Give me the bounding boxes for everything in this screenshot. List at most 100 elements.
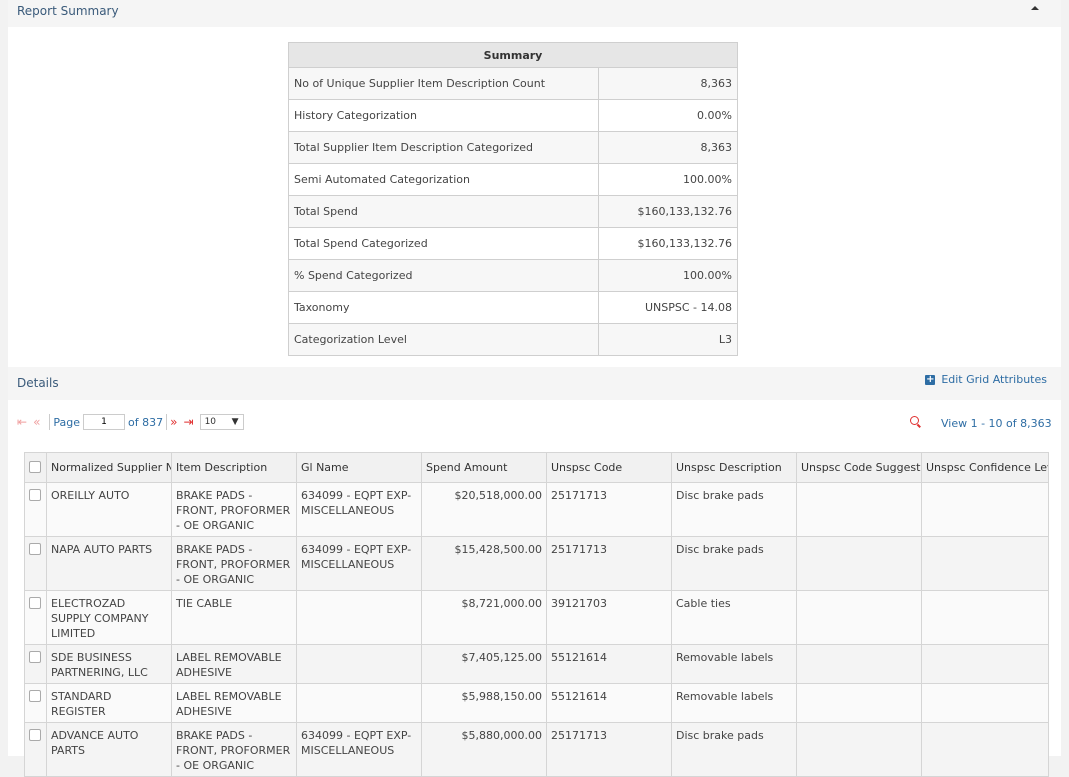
column-header[interactable]: Unspsc Confidence Lev	[921, 452, 1049, 483]
unspsc-code-cell: 55121614	[546, 683, 672, 723]
first-page-icon[interactable]: ⇤	[17, 415, 28, 429]
row-checkbox[interactable]	[29, 690, 41, 702]
summary-row: Total Spend $160,133,132.76	[288, 195, 738, 228]
spend-amount-cell: $5,880,000.00	[421, 722, 547, 777]
row-select-cell	[24, 536, 47, 591]
select-all-checkbox[interactable]	[29, 460, 41, 473]
summary-row: Semi Automated Categorization 100.00%	[288, 163, 738, 196]
summary-row: No of Unique Supplier Item Description C…	[288, 67, 738, 100]
column-header[interactable]: Spend Amount	[421, 452, 547, 483]
gl-name-cell	[296, 683, 422, 723]
table-row[interactable]: OREILLY AUTO BRAKE PADS - FRONT, PROFORM…	[24, 482, 1049, 537]
summary-row: % Spend Categorized 100.00%	[288, 259, 738, 292]
unspsc-confidence-cell	[921, 644, 1049, 684]
unspsc-code-cell: 25171713	[546, 482, 672, 537]
unspsc-confidence-cell	[921, 482, 1049, 537]
summary-label: Total Supplier Item Description Categori…	[288, 131, 599, 164]
unspsc-suggestion-cell	[796, 482, 922, 537]
report-summary-header[interactable]: Report Summary	[8, 0, 1061, 27]
unspsc-confidence-cell	[921, 722, 1049, 777]
row-checkbox[interactable]	[29, 543, 41, 555]
supplier-cell: OREILLY AUTO	[46, 482, 172, 537]
pager-divider	[49, 414, 51, 430]
unspsc-suggestion-cell	[796, 722, 922, 777]
row-select-cell	[24, 644, 47, 684]
spend-amount-cell: $7,405,125.00	[421, 644, 547, 684]
page-label: Page	[53, 415, 81, 429]
edit-grid-attributes-button[interactable]: + Edit Grid Attributes	[925, 373, 1047, 386]
summary-row: Categorization Level L3	[288, 323, 738, 356]
column-header[interactable]: Normalized Supplier N	[46, 452, 172, 483]
plus-square-icon: +	[925, 373, 936, 385]
unspsc-suggestion-cell	[796, 644, 922, 684]
select-all-cell	[24, 452, 47, 483]
item-description-cell: LABEL REMOVABLE ADHESIVE	[171, 644, 297, 684]
gl-name-cell	[296, 590, 422, 645]
unspsc-description-cell: Disc brake pads	[671, 722, 797, 777]
summary-value: L3	[598, 323, 738, 356]
row-checkbox[interactable]	[29, 489, 41, 501]
summary-value: 100.00%	[598, 259, 738, 292]
collapse-caret-icon[interactable]	[1031, 6, 1039, 10]
row-select-cell	[24, 590, 47, 645]
item-description-cell: TIE CABLE	[171, 590, 297, 645]
table-row[interactable]: NAPA AUTO PARTS BRAKE PADS - FRONT, PROF…	[24, 536, 1049, 591]
edit-grid-attributes-label: Edit Grid Attributes	[941, 373, 1047, 386]
table-row[interactable]: SDE BUSINESS PARTNERING, LLC LABEL REMOV…	[24, 644, 1049, 684]
unspsc-suggestion-cell	[796, 590, 922, 645]
supplier-cell: ELECTROZAD SUPPLY COMPANY LIMITED	[46, 590, 172, 645]
unspsc-code-cell: 25171713	[546, 536, 672, 591]
view-records-info: View 1 - 10 of 8,363	[941, 417, 1052, 430]
table-row[interactable]: ELECTROZAD SUPPLY COMPANY LIMITED TIE CA…	[24, 590, 1049, 645]
summary-value: 8,363	[598, 131, 738, 164]
report-summary-title: Report Summary	[17, 4, 119, 18]
summary-value: UNSPSC - 14.08	[598, 291, 738, 324]
last-page-icon[interactable]: ⇥	[183, 415, 194, 429]
column-header[interactable]: Item Description	[171, 452, 297, 483]
unspsc-suggestion-cell	[796, 683, 922, 723]
unspsc-confidence-cell	[921, 536, 1049, 591]
unspsc-confidence-cell	[921, 590, 1049, 645]
item-description-cell: BRAKE PADS - FRONT, PROFORMER - OE ORGAN…	[171, 722, 297, 777]
spend-amount-cell: $5,988,150.00	[421, 683, 547, 723]
supplier-cell: STANDARD REGISTER	[46, 683, 172, 723]
summary-label: No of Unique Supplier Item Description C…	[288, 67, 599, 100]
unspsc-description-cell: Cable ties	[671, 590, 797, 645]
row-select-cell	[24, 683, 47, 723]
column-header[interactable]: Unspsc Description	[671, 452, 797, 483]
row-checkbox[interactable]	[29, 651, 41, 663]
table-row[interactable]: STANDARD REGISTER LABEL REMOVABLE ADHESI…	[24, 683, 1049, 723]
page-total: of 837	[128, 415, 164, 429]
next-page-icon[interactable]: »	[170, 415, 178, 429]
unspsc-description-cell: Removable labels	[671, 644, 797, 684]
column-header[interactable]: Unspsc Code	[546, 452, 672, 483]
item-description-cell: LABEL REMOVABLE ADHESIVE	[171, 683, 297, 723]
column-header[interactable]: Unspsc Code Suggestic	[796, 452, 922, 483]
details-grid: Normalized Supplier N Item Description G…	[24, 452, 1049, 777]
summary-value: 100.00%	[598, 163, 738, 196]
pager-divider	[166, 414, 168, 430]
gl-name-cell: 634099 - EQPT EXP-MISCELLANEOUS	[296, 536, 422, 591]
summary-row: Total Supplier Item Description Categori…	[288, 131, 738, 164]
page-number-input[interactable]	[83, 414, 126, 430]
spend-amount-cell: $20,518,000.00	[421, 482, 547, 537]
prev-page-icon[interactable]: «	[33, 415, 41, 429]
grid-header-row: Normalized Supplier N Item Description G…	[24, 452, 1049, 483]
unspsc-description-cell: Disc brake pads	[671, 482, 797, 537]
column-header[interactable]: Gl Name	[296, 452, 422, 483]
summary-row: Taxonomy UNSPSC - 14.08	[288, 291, 738, 324]
summary-value: 0.00%	[598, 99, 738, 132]
summary-row: History Categorization 0.00%	[288, 99, 738, 132]
table-row[interactable]: ADVANCE AUTO PARTS BRAKE PADS - FRONT, P…	[24, 722, 1049, 777]
unspsc-code-cell: 25171713	[546, 722, 672, 777]
summary-label: History Categorization	[288, 99, 599, 132]
row-checkbox[interactable]	[29, 729, 41, 741]
search-icon[interactable]	[910, 416, 919, 425]
unspsc-suggestion-cell	[796, 536, 922, 591]
unspsc-code-cell: 39121703	[546, 590, 672, 645]
row-checkbox[interactable]	[29, 597, 41, 609]
unspsc-code-cell: 55121614	[546, 644, 672, 684]
summary-label: Categorization Level	[288, 323, 599, 356]
supplier-cell: ADVANCE AUTO PARTS	[46, 722, 172, 777]
rows-per-page-select[interactable]: 10 ▼	[199, 414, 244, 430]
